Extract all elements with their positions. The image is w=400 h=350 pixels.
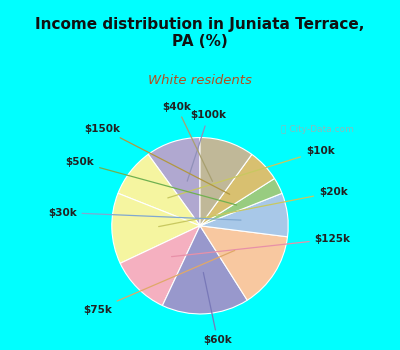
Text: $60k: $60k xyxy=(203,273,232,345)
Wedge shape xyxy=(200,154,274,226)
Wedge shape xyxy=(200,178,282,226)
Wedge shape xyxy=(112,193,200,263)
Wedge shape xyxy=(148,138,200,226)
Wedge shape xyxy=(118,154,200,226)
Wedge shape xyxy=(200,138,252,226)
Text: $125k: $125k xyxy=(172,234,351,257)
Text: $150k: $150k xyxy=(85,124,230,194)
Text: $50k: $50k xyxy=(66,157,237,205)
Wedge shape xyxy=(120,226,200,306)
Text: $40k: $40k xyxy=(162,102,212,181)
Wedge shape xyxy=(200,193,288,237)
Text: White residents: White residents xyxy=(148,74,252,87)
Text: $75k: $75k xyxy=(83,251,235,315)
Text: $10k: $10k xyxy=(168,146,334,198)
Wedge shape xyxy=(162,226,247,314)
Text: Income distribution in Juniata Terrace,
PA (%): Income distribution in Juniata Terrace, … xyxy=(35,17,365,49)
Wedge shape xyxy=(200,226,288,300)
Text: ⓘ City-Data.com: ⓘ City-Data.com xyxy=(281,125,354,134)
Text: $30k: $30k xyxy=(48,208,241,220)
Text: $20k: $20k xyxy=(159,187,348,226)
Text: $100k: $100k xyxy=(187,111,226,181)
